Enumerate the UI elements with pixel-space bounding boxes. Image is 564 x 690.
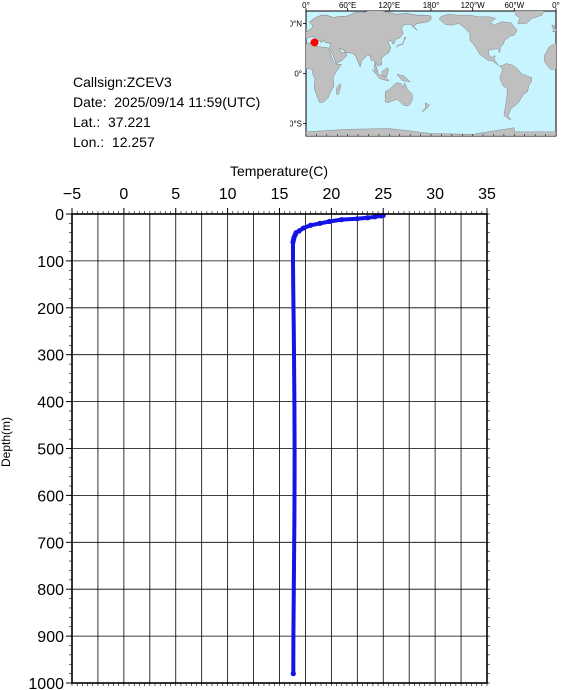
y-axis-title: Depth(m) [0,417,13,467]
map-lon-label: 120°E [378,1,400,10]
y-tick-label: 400 [37,395,64,412]
date-text: Date: 2025/09/14 11:59(UTC) [73,94,261,110]
africa-land [306,42,342,103]
map-lon-label: 60°E [339,1,356,10]
y-tick-label: 500 [37,442,64,459]
y-tick-label: 1000 [28,676,64,690]
south-america-land [499,63,532,120]
north-america-land [439,14,518,67]
map-lon-label: 120°W [461,1,486,10]
newguinea-land [396,73,411,83]
madagascar-land [336,83,341,95]
profile-point [290,671,296,677]
borneo-land [381,67,389,78]
y-tick-label: 0 [55,207,64,224]
newzealand-land [421,102,430,112]
japan-land [396,36,407,48]
map-lon-label: 60°W [505,1,525,10]
x-tick-label: 25 [374,186,392,203]
eurasia-land [306,11,432,74]
profile-point [354,216,360,222]
map-lat-label: 0° [294,70,302,79]
profile-point [300,225,306,231]
y-tick-label: 700 [37,535,64,552]
greenland-land [514,11,544,24]
x-tick-label: 0 [119,186,128,203]
temperature-profile-series [290,212,386,677]
location-map: 0° 60°E 120°E 180° 120°W 60°W 0° 60°N 0° 60°S [290,1,560,137]
x-tick-label: 20 [322,186,340,203]
x-tick-label: 10 [219,186,237,203]
greatbritain-land-east [551,25,556,33]
x-tick-label: 35 [478,186,496,203]
x-tick-label: 30 [426,186,444,203]
y-tick-label: 600 [37,488,64,505]
x-tick-label: 5 [171,186,180,203]
profile-line [291,213,386,676]
profile-point [339,217,345,223]
profile-point [317,220,323,226]
map-lat-label: 60°S [290,120,302,129]
profile-point [290,239,296,245]
x-tick-labels: −5 0 5 10 15 20 25 30 35 [63,186,496,203]
y-tick-label: 900 [37,629,64,646]
map-labels: 0° 60°E 120°E 180° 120°W 60°W 0° 60°N 0° 60°S [290,1,560,129]
map-lon-label: 0° [552,1,560,10]
x-tick-label: −5 [63,186,81,203]
callsign-text: Callsign:ZCEV3 [73,74,172,90]
y-tick-labels: 0 100 200 300 400 500 600 700 800 900 1000 [28,207,64,690]
location-marker [310,38,319,47]
africa-land-east [543,43,556,70]
profile-point [308,222,314,228]
longitude-text: Lon.: 12.257 [73,134,155,150]
y-tick-label: 300 [37,348,64,365]
y-tick-label: 800 [37,582,64,599]
map-land [306,11,556,136]
minor-ticks [66,208,490,686]
profile-point [372,214,378,220]
station-info: Callsign:ZCEV3 Date: 2025/09/14 11:59(UT… [73,72,260,152]
profile-point [365,215,371,221]
chart-grid [71,213,488,684]
plot-frame [71,213,488,684]
y-tick-label: 100 [37,254,64,271]
x-tick-label: 15 [271,186,289,203]
x-axis-title: Temperature(C) [230,163,328,179]
map-ticks [303,8,557,136]
temperature-depth-chart: Temperature(C) Depth(m) −5 0 5 10 15 20 25 30 35… [0,163,496,690]
australia-land [384,82,413,107]
greatbritain-land [306,28,307,32]
map-lon-label: 0° [302,1,310,10]
latitude-text: Lat.: 37.221 [73,114,151,130]
y-tick-label: 200 [37,301,64,318]
antarctica-land [306,127,556,136]
profile-point [326,218,332,225]
map-lat-label: 60°N [290,20,302,29]
map-lon-label: 180° [423,1,440,10]
indonesia-land [371,69,390,82]
